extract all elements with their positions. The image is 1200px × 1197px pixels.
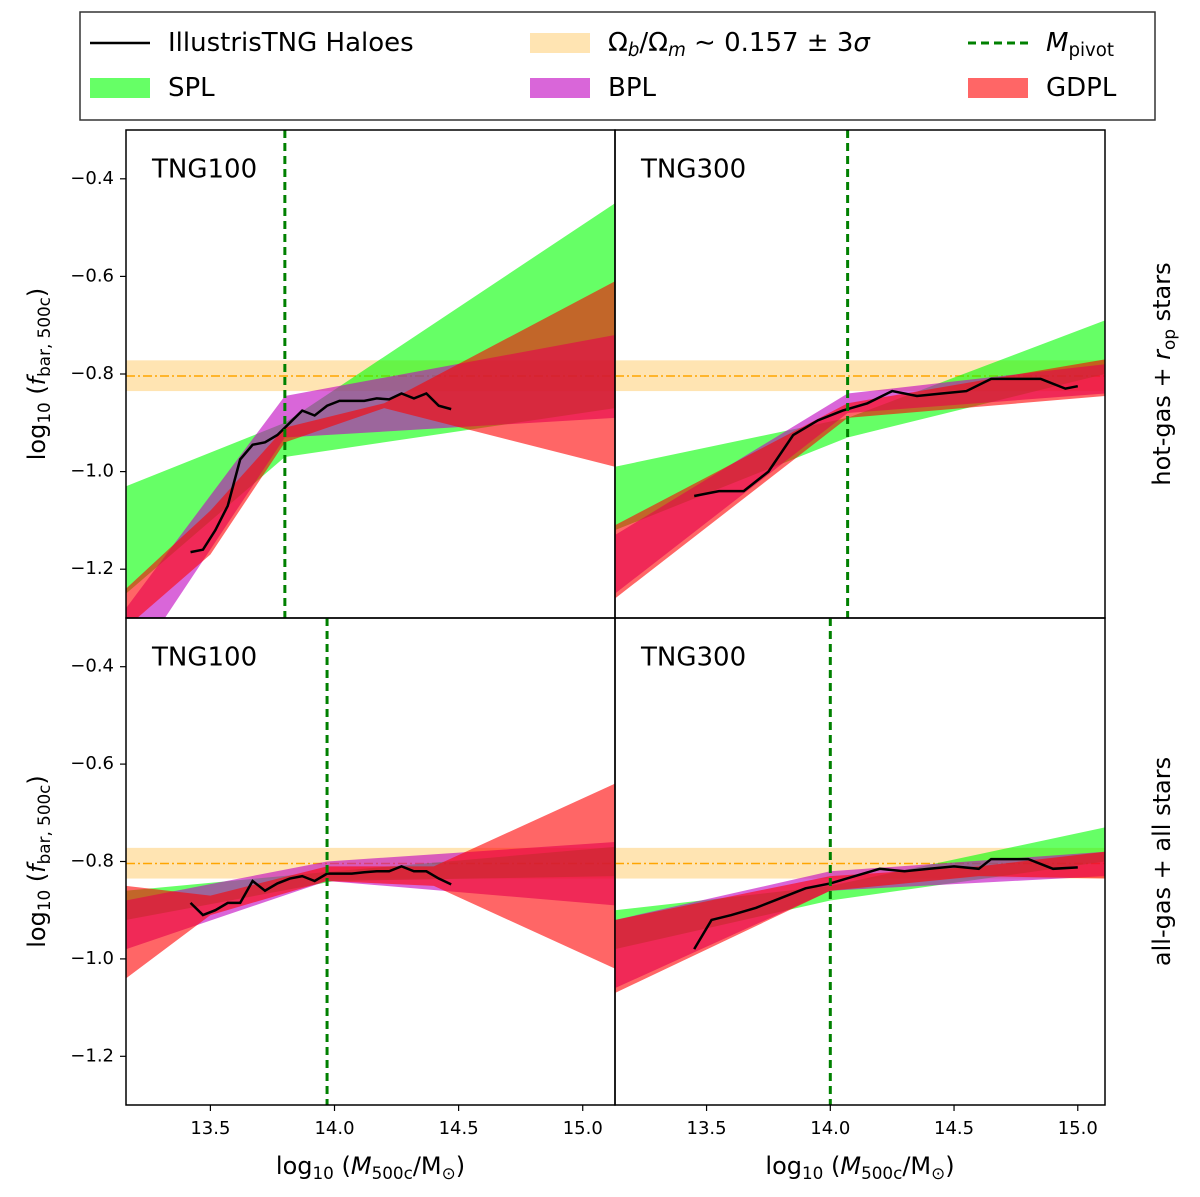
label-part: ( — [23, 873, 51, 890]
label-part: bar, 500c — [34, 785, 54, 865]
label-part: b — [628, 40, 640, 61]
panel — [615, 130, 1105, 618]
label-part: log — [765, 1152, 802, 1180]
panel-title: TNG100 — [151, 643, 257, 673]
y-tick-label: −1.2 — [70, 1045, 114, 1066]
legend-box — [79, 11, 1156, 121]
x-tick-label: 14.0 — [810, 1118, 850, 1139]
label-part: m — [668, 40, 686, 61]
legend-label: SPL — [168, 73, 215, 103]
x-tick-label: 15.0 — [563, 1118, 603, 1139]
x-tick-label: 13.5 — [687, 1118, 727, 1139]
label-part: SPL — [168, 73, 215, 103]
model-band — [615, 851, 1105, 993]
label-part: ) — [23, 775, 51, 784]
legend-label: Ωb/Ωm ∼ 0.157 ± 3σ — [608, 28, 871, 61]
label-part: Ω — [608, 28, 628, 58]
x-tick-label: 13.5 — [190, 1118, 230, 1139]
label-part: stars — [1148, 262, 1176, 329]
label-part: M — [840, 1152, 861, 1180]
x-tick-label: 14.5 — [439, 1118, 479, 1139]
label-part: log — [23, 911, 51, 948]
y-tick-label: −0.4 — [70, 656, 114, 677]
label-part: IllustrisTNG Haloes — [168, 28, 414, 58]
label-part: M — [351, 1152, 372, 1180]
label-part: ) — [23, 288, 51, 297]
label-part: 500c — [861, 1163, 902, 1183]
haloes-line — [189, 865, 452, 917]
y-tick-label: −1.0 — [70, 948, 114, 969]
legend-swatch — [90, 78, 150, 98]
label-part: ⊙ — [442, 1163, 456, 1183]
x-tick-label: 15.0 — [1058, 1118, 1098, 1139]
legend-label: Mpivot — [1046, 28, 1114, 61]
label-part: GDPL — [1046, 73, 1117, 103]
panel — [126, 618, 615, 1105]
label-part: 10 — [34, 890, 54, 911]
x-tick-label: 14.5 — [934, 1118, 974, 1139]
label-part: all-gas + all stars — [1148, 757, 1176, 966]
panel-frame — [614, 617, 1106, 1106]
label-part: ( — [23, 385, 51, 402]
x-axis-label: log10 (M500c/M⊙) — [276, 1152, 465, 1183]
panel-title: TNG300 — [640, 643, 746, 673]
legend-label: BPL — [608, 73, 657, 103]
label-part: r — [1148, 348, 1176, 360]
haloes-line — [693, 857, 1078, 950]
label-part: log — [23, 424, 51, 461]
label-part: ∼ 0.157 ± 3 — [686, 28, 854, 58]
label-part: hot-gas + — [1148, 360, 1176, 486]
label-part: log — [276, 1152, 313, 1180]
y-axis-label: log10 (fbar, 500c) — [23, 775, 54, 948]
label-part: BPL — [608, 73, 657, 103]
model-band — [126, 281, 615, 618]
label-part: op — [1159, 329, 1179, 350]
x-axis-label: log10 (M500c/M⊙) — [765, 1152, 954, 1183]
legend-label: GDPL — [1046, 73, 1117, 103]
legend-swatch — [530, 33, 590, 53]
label-part: ( — [823, 1152, 840, 1180]
label-part: pivot — [1068, 40, 1114, 61]
label-part: /M — [413, 1152, 442, 1180]
haloes-line — [190, 392, 452, 554]
legend-swatch — [968, 78, 1028, 98]
y-tick-label: −0.8 — [70, 851, 114, 872]
legend-label: IllustrisTNG Haloes — [168, 28, 414, 58]
label-part: 10 — [34, 402, 54, 423]
label-part: 10 — [802, 1163, 823, 1183]
panel — [126, 130, 615, 618]
label-part: bar, 500c — [34, 297, 54, 377]
model-band — [126, 783, 615, 979]
panel — [615, 618, 1105, 1105]
label-part: 500c — [372, 1163, 413, 1183]
label-part: /Ω — [639, 28, 668, 58]
label-part: σ — [853, 28, 871, 58]
label-part: ( — [334, 1152, 351, 1180]
panel-title: TNG100 — [151, 155, 257, 185]
x-tick-label: 14.0 — [314, 1118, 354, 1139]
label-part: /M — [902, 1152, 931, 1180]
y-tick-label: −1.2 — [70, 558, 114, 579]
y-tick-label: −1.0 — [70, 461, 114, 482]
haloes-line — [693, 377, 1079, 498]
row-label: hot-gas + rop stars — [1148, 262, 1179, 485]
y-tick-label: −0.6 — [70, 753, 114, 774]
label-part: ) — [945, 1152, 954, 1180]
legend-swatch — [530, 78, 590, 98]
panel-title: TNG300 — [640, 155, 746, 185]
label-part: M — [1046, 28, 1068, 58]
label-part: ⊙ — [931, 1163, 945, 1183]
model-band — [615, 359, 1105, 599]
y-tick-label: −0.8 — [70, 363, 114, 384]
row-label: all-gas + all stars — [1148, 757, 1176, 966]
label-part: ) — [456, 1152, 465, 1180]
y-axis-label: log10 (fbar, 500c) — [23, 288, 54, 461]
y-tick-label: −0.6 — [70, 265, 114, 286]
label-part: 10 — [313, 1163, 334, 1183]
y-tick-label: −0.4 — [70, 168, 114, 189]
